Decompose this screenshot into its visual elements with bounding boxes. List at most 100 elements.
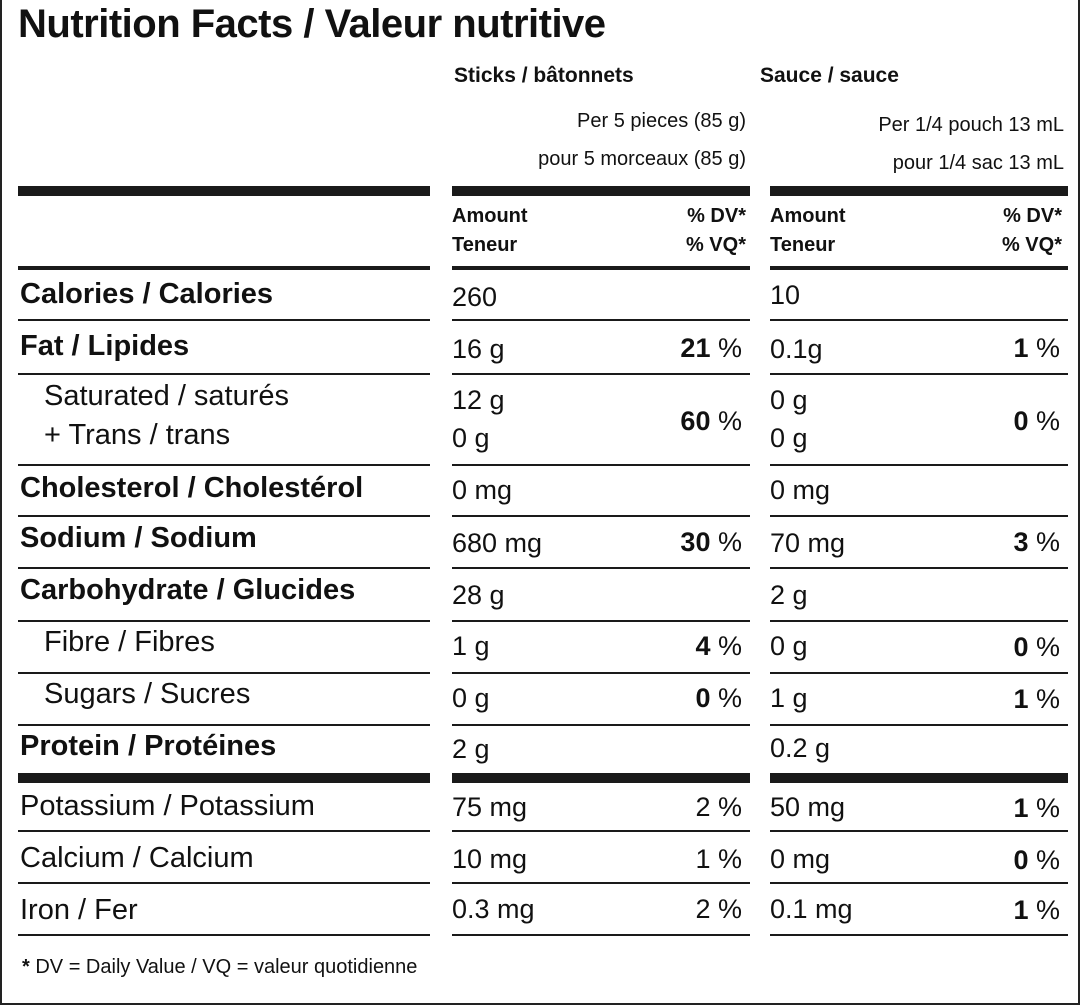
rule [18,464,430,466]
rule [18,266,430,270]
sauce-amount-protein: 0.2 g [770,733,831,763]
sauce-amount-saturated: 0 g [770,385,808,415]
rule [452,567,750,569]
rule [770,882,1068,884]
sticks-amount-iron: 0.3 mg [452,894,535,924]
sticks-amount-carbohydrate: 28 g [452,580,505,610]
sticks-dv-iron: 2 % [695,894,742,924]
sauce-amount-label-fr: Teneur [770,234,836,256]
nutrient-name-potassium: Potassium / Potassium [20,790,315,822]
sauce-column-header: Sauce / sauce [760,64,899,87]
rule [18,830,430,832]
rule [18,319,430,321]
rule [770,830,1068,832]
sauce-vq-label: % VQ* [1001,234,1062,256]
sauce-amount-label: Amount [770,205,846,227]
sauce-dv-potassium: 1 % [1013,793,1060,823]
rule [770,724,1068,726]
thick-rule [452,773,750,783]
rule [770,266,1068,270]
nutrient-name-protein: Protein / Protéines [20,730,277,762]
rule [452,672,750,674]
rule [452,319,750,321]
sticks-dv-sugars: 0 % [695,683,742,713]
sauce-amount-sugars: 1 g [770,683,808,713]
sauce-amount-iron: 0.1 mg [770,894,853,924]
sticks-amount-calcium: 10 mg [452,844,528,874]
nutrient-name-fat: Fat / Lipides [20,330,190,362]
label-title: Nutrition Facts / Valeur nutritive [18,2,606,46]
sticks-dv-potassium: 2 % [695,792,742,822]
rule [770,620,1068,622]
sticks-serving-fr: pour 5 morceaux (85 g) [538,148,746,170]
sauce-dv-calcium: 0 % [1013,845,1060,875]
rule [452,830,750,832]
sticks-amount-potassium: 75 mg [452,792,528,822]
rule [452,724,750,726]
sticks-amount-trans: 0 g [452,423,490,453]
rule [18,934,430,936]
sticks-amount-protein: 2 g [452,734,490,764]
sauce-amount-sodium: 70 mg [770,528,846,558]
sauce-amount-fat: 0.1g [770,334,823,364]
sticks-amount-calories: 260 [452,282,498,312]
sticks-dv-fat: 21 % [680,333,742,363]
rule [18,567,430,569]
rule [770,373,1068,375]
rule [452,266,750,270]
nutrient-name-calories: Calories / Calories [20,278,274,310]
sticks-dv-calcium: 1 % [695,844,742,874]
sticks-dv-fibre: 4 % [695,631,742,661]
rule [452,464,750,466]
sauce-dv-sodium: 3 % [1013,527,1060,557]
sauce-amount-calcium: 0 mg [770,844,831,874]
rule [452,620,750,622]
sticks-amount-fat: 16 g [452,334,505,364]
sauce-amount-carbohydrate: 2 g [770,580,808,610]
rule [452,373,750,375]
nutrient-name-saturated: Saturated / saturés [44,380,290,412]
sticks-amount-sugars: 0 g [452,683,490,713]
sauce-dv-fat: 1 % [1013,333,1060,363]
sauce-amount-fibre: 0 g [770,631,808,661]
sticks-vq-label: % VQ* [685,234,746,256]
sauce-dv-label: % DV* [1003,205,1062,227]
thick-rule [452,186,750,196]
nutrient-name-fibre: Fibre / Fibres [44,626,215,658]
thick-rule [770,773,1068,783]
nutrient-name-cholesterol: Cholesterol / Cholestérol [20,472,364,504]
rule [452,882,750,884]
footnote: * DV = Daily Value / VQ = valeur quotidi… [22,956,418,978]
nutrient-name-sugars: Sugars / Sucres [44,678,251,710]
rule [18,620,430,622]
rule [18,515,430,517]
rule [18,672,430,674]
sauce-dv-sugars: 1 % [1013,684,1060,714]
rule [770,464,1068,466]
rule [770,515,1068,517]
sauce-dv-iron: 1 % [1013,895,1060,925]
sauce-serving-en: Per 1/4 pouch 13 mL [878,114,1064,136]
nutrient-name-sodium: Sodium / Sodium [20,522,257,554]
nutrient-name-trans: + Trans / trans [44,419,231,451]
thick-rule [18,186,430,196]
sauce-amount-calories: 10 [770,280,801,310]
sticks-serving-en: Per 5 pieces (85 g) [577,110,746,132]
rule [452,934,750,936]
sauce-dv-fibre: 0 % [1013,632,1060,662]
sticks-amount-sodium: 680 mg [452,528,543,558]
rule [18,724,430,726]
sticks-dv-saturated-trans: 60 % [680,406,742,436]
sauce-amount-potassium: 50 mg [770,792,846,822]
thick-rule [770,186,1068,196]
sticks-amount-saturated: 12 g [452,385,505,415]
sticks-amount-cholesterol: 0 mg [452,475,513,505]
sauce-amount-trans: 0 g [770,423,808,453]
rule [770,934,1068,936]
sticks-dv-sodium: 30 % [680,527,742,557]
rule [18,882,430,884]
rule [18,373,430,375]
rule [452,515,750,517]
sticks-dv-label: % DV* [687,205,746,227]
